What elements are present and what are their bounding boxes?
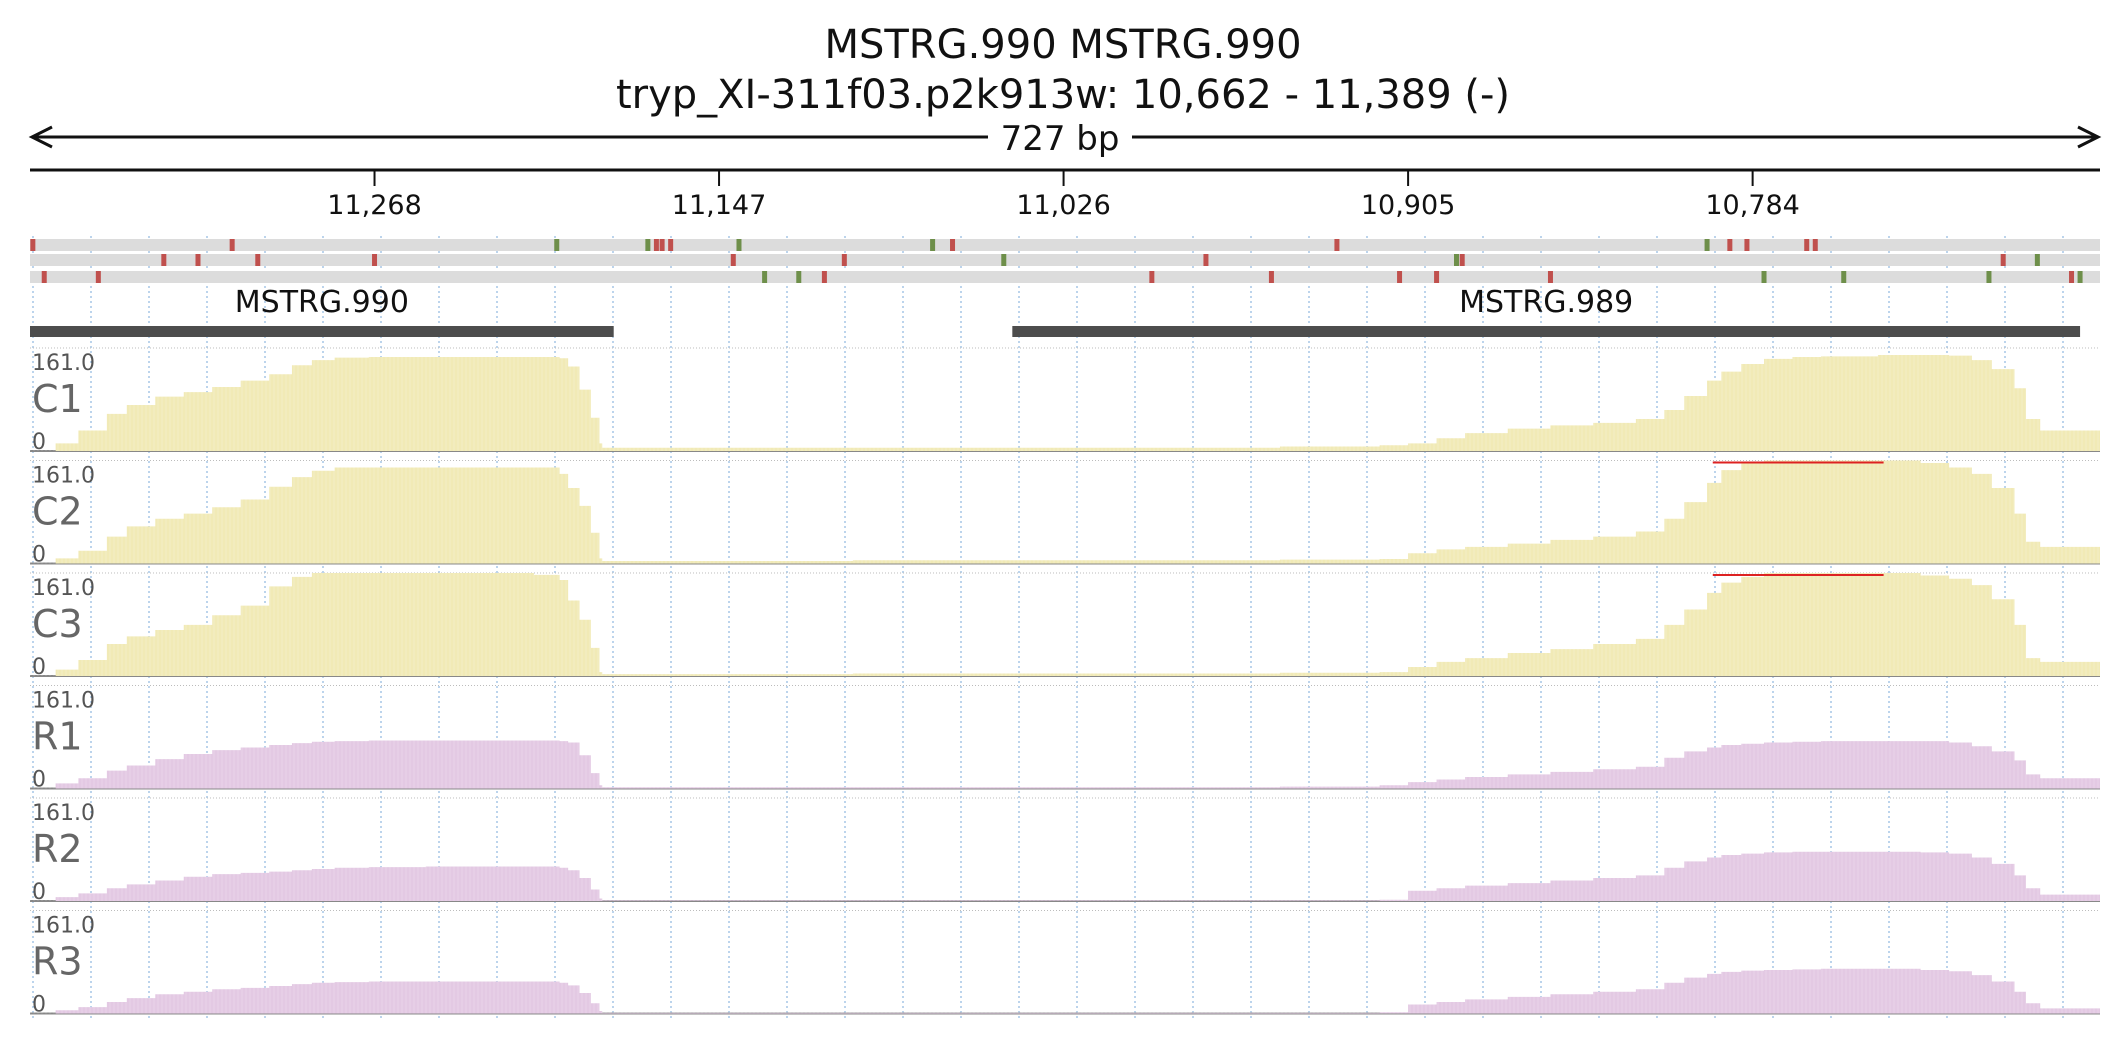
variant-mark — [653, 239, 659, 251]
variant-mark — [255, 254, 261, 266]
track-name: C1 — [32, 377, 83, 421]
y-max-label: 161.0 — [32, 464, 95, 489]
gene-bar — [1012, 326, 2081, 337]
variant-mark — [2069, 271, 2075, 283]
variant-mark — [659, 239, 665, 251]
y-min-label: 0 — [32, 543, 46, 568]
y-min-label: 0 — [32, 655, 46, 680]
variant-mark — [1454, 254, 1460, 266]
coverage-area — [30, 740, 2100, 789]
y-max-label: 161.0 — [32, 801, 95, 826]
variant-mark — [796, 271, 802, 283]
variant-mark — [1001, 254, 1007, 266]
variant-mark — [1434, 271, 1440, 283]
variant-mark — [30, 239, 36, 251]
arrowhead-left — [28, 125, 53, 149]
tick-label: 11,268 — [327, 190, 421, 221]
y-max-label: 161.0 — [32, 914, 95, 939]
coverage-area — [30, 460, 2100, 564]
y-min-label: 0 — [32, 993, 46, 1018]
arrowhead-right — [2077, 125, 2102, 149]
variant-mark — [1397, 271, 1403, 283]
variant-mark — [645, 239, 651, 251]
gene-label: MSTRG.990 — [235, 285, 409, 320]
variant-mark — [2000, 254, 2006, 266]
variant-mark — [2077, 271, 2083, 283]
track-name: C3 — [32, 602, 83, 646]
variant-row — [30, 254, 2100, 266]
y-min-label: 0 — [32, 430, 46, 455]
variant-mark — [1704, 239, 1710, 251]
tick-label: 10,784 — [1705, 190, 1799, 221]
variant-mark — [1459, 254, 1465, 266]
chart-title: MSTRG.990 MSTRG.990 — [824, 22, 1302, 68]
variant-mark — [372, 254, 378, 266]
track-name: R1 — [32, 715, 83, 759]
variant-mark — [821, 271, 827, 283]
variant-mark — [668, 239, 674, 251]
track-name: R3 — [32, 940, 83, 984]
gene-label: MSTRG.989 — [1459, 285, 1633, 320]
variant-row — [30, 239, 2100, 251]
track-name: R2 — [32, 827, 83, 871]
coverage-area — [30, 573, 2100, 676]
variant-mark — [554, 239, 560, 251]
variant-mark — [736, 239, 742, 251]
coverage-area — [30, 968, 2100, 1014]
variant-mark — [1804, 239, 1810, 251]
variant-mark — [229, 239, 235, 251]
y-min-label: 0 — [32, 768, 46, 793]
variant-row — [30, 271, 2100, 283]
variant-mark — [730, 254, 736, 266]
variant-mark — [161, 254, 167, 266]
track-name: C2 — [32, 490, 83, 534]
y-max-label: 161.0 — [32, 351, 95, 376]
variant-mark — [930, 239, 936, 251]
variant-mark — [1149, 271, 1155, 283]
variant-mark — [41, 271, 47, 283]
tick-label: 10,905 — [1361, 190, 1455, 221]
variant-mark — [1268, 271, 1274, 283]
tick-label: 11,147 — [672, 190, 766, 221]
y-max-label: 161.0 — [32, 576, 95, 601]
variant-mark — [1986, 271, 1992, 283]
variant-mark — [1334, 239, 1340, 251]
coverage-area — [30, 851, 2100, 901]
variant-mark — [1841, 271, 1847, 283]
variant-mark — [1547, 271, 1553, 283]
variant-mark — [195, 254, 201, 266]
variant-mark — [2034, 254, 2040, 266]
gene-bar — [30, 326, 614, 337]
span-label: 727 bp — [1001, 119, 1120, 159]
variant-mark — [1761, 271, 1767, 283]
tick-label: 11,026 — [1016, 190, 1110, 221]
y-max-label: 161.0 — [32, 689, 95, 714]
variant-mark — [950, 239, 956, 251]
variant-mark — [1203, 254, 1209, 266]
coverage-area — [30, 355, 2100, 451]
variant-mark — [762, 271, 768, 283]
y-min-label: 0 — [32, 880, 46, 905]
variant-mark — [1812, 239, 1818, 251]
variant-mark — [1727, 239, 1733, 251]
variant-mark — [841, 254, 847, 266]
variant-mark — [1744, 239, 1750, 251]
variant-mark — [95, 271, 101, 283]
chart-subtitle: tryp_XI-311f03.p2k913w: 10,662 - 11,389 … — [615, 72, 1511, 118]
